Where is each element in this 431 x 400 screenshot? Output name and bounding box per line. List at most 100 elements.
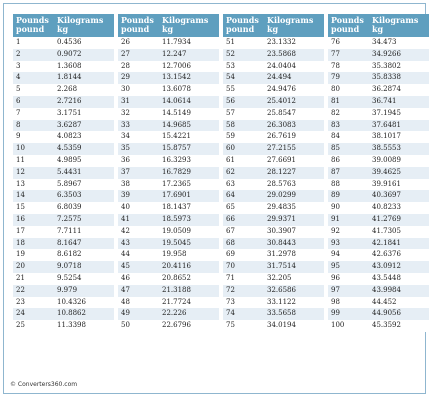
pounds-cell: 35 [118,143,159,155]
pounds-cell: 57 [223,107,264,120]
kilograms-cell: 27.2155 [264,143,324,155]
table-row: 37 16.7829 [118,166,219,179]
table-row: 4 1.8144 [13,72,114,85]
table-row: 72 32.6586 [223,284,324,297]
conversion-table-frame: Pounds pound Kilograms kg 1 0.4536 2 0.9072 3 1… [3,3,429,394]
pounds-cell: 87 [328,166,369,179]
table-row: 69 31.2978 [223,249,324,262]
table-row: 25 11.3398 [13,320,114,332]
table-row: 100 45.3592 [328,320,429,332]
pounds-cell: 79 [328,72,369,85]
table-row: 65 29.4835 [223,202,324,214]
kilograms-cell: 24.0404 [264,60,324,73]
table-row: 83 37.6481 [328,119,429,132]
table-row: 12 5.4431 [13,166,114,179]
kilograms-cell: 43.5448 [369,272,429,285]
kilograms-cell: 39.9161 [369,178,429,191]
pounds-cell: 56 [223,95,264,108]
kilograms-cell: 9.5254 [54,272,114,285]
kilograms-cell: 21.7724 [159,296,219,309]
pounds-cell: 68 [223,237,264,250]
kilograms-cell: 10.4326 [54,296,114,309]
table-row: 24 10.8862 [13,308,114,321]
kilograms-cell: 15.4221 [159,131,219,144]
table-row: 9 4.0823 [13,131,114,144]
kilograms-cell: 9.979 [54,284,114,297]
kilograms-cell: 1.3608 [54,60,114,73]
kilograms-cell: 17.6901 [159,190,219,203]
kilograms-cell: 28.5763 [264,178,324,191]
pounds-cell: 41 [118,213,159,226]
kilograms-cell: 1.8144 [54,72,114,85]
pounds-cell: 52 [223,48,264,61]
pounds-cell: 62 [223,166,264,179]
pounds-cell: 47 [118,284,159,297]
table-row: 95 43.0912 [328,261,429,273]
table-block: Pounds pound Kilograms kg 76 34.473 77 34.926… [328,14,429,332]
table-row: 35 15.8757 [118,143,219,155]
pounds-cell: 97 [328,284,369,297]
kilograms-cell: 20.4116 [159,261,219,273]
pounds-cell: 71 [223,272,264,285]
kilograms-cell: 11.7934 [159,37,219,49]
kilograms-cell: 16.7829 [159,166,219,179]
kilograms-cell: 35.8338 [369,72,429,85]
table-row: 21 9.5254 [13,272,114,285]
kilograms-cell: 14.0614 [159,95,219,108]
pounds-cell: 49 [118,308,159,321]
pounds-cell: 24 [13,308,54,321]
pounds-cell: 9 [13,131,54,144]
pounds-cell: 25 [13,320,54,332]
kilograms-cell: 38.1017 [369,131,429,144]
table-row: 81 36.741 [328,95,429,108]
kilograms-cell: 17.2365 [159,178,219,191]
pounds-cell: 89 [328,190,369,203]
conversion-table: Pounds pound Kilograms kg 26 11.7934 27 12.24… [118,14,219,332]
table-row: 77 34.9266 [328,48,429,61]
pounds-cell: 91 [328,213,369,226]
pounds-cell: 38 [118,178,159,191]
kilograms-cell: 3.1751 [54,107,114,120]
conversion-table: Pounds pound Kilograms kg 51 23.1332 52 23.58… [223,14,324,332]
pounds-cell: 26 [118,37,159,49]
column-header-kilograms: Kilograms kg [264,14,324,37]
kilograms-cell: 31.2978 [264,249,324,262]
column-header-kilograms: Kilograms kg [159,14,219,37]
pounds-cell: 61 [223,154,264,167]
table-row: 59 26.7619 [223,131,324,144]
kilograms-cell: 10.8862 [54,308,114,321]
kilograms-cell: 19.0509 [159,225,219,238]
kilograms-cell: 30.8443 [264,237,324,250]
table-row: 73 33.1122 [223,296,324,309]
table-row: 7 3.1751 [13,107,114,120]
kilograms-cell: 8.6182 [54,249,114,262]
pounds-cell: 31 [118,95,159,108]
pounds-cell: 74 [223,308,264,321]
pounds-cell: 72 [223,284,264,297]
table-row: 92 41.7305 [328,225,429,238]
table-row: 17 7.7111 [13,225,114,238]
pounds-cell: 15 [13,202,54,214]
table-row: 67 30.3907 [223,225,324,238]
pounds-cell: 30 [118,84,159,96]
conversion-table: Pounds pound Kilograms kg 76 34.473 77 34.926… [328,14,429,332]
pounds-cell: 81 [328,95,369,108]
pounds-cell: 7 [13,107,54,120]
pounds-cell: 100 [328,320,369,332]
kilograms-cell: 34.0194 [264,320,324,332]
kilograms-cell: 42.6376 [369,249,429,262]
table-row: 30 13.6078 [118,84,219,96]
table-row: 47 21.3188 [118,284,219,297]
pounds-cell: 39 [118,190,159,203]
pounds-cell: 40 [118,202,159,214]
table-row: 53 24.0404 [223,60,324,73]
kilograms-cell: 23.5868 [264,48,324,61]
pounds-cell: 20 [13,261,54,273]
kilograms-cell: 29.4835 [264,202,324,214]
pounds-cell: 10 [13,143,54,155]
kilograms-cell: 41.7305 [369,225,429,238]
pounds-cell: 32 [118,107,159,120]
table-row: 46 20.8652 [118,272,219,285]
kilograms-cell: 34.473 [369,37,429,49]
table-row: 96 43.5448 [328,272,429,285]
